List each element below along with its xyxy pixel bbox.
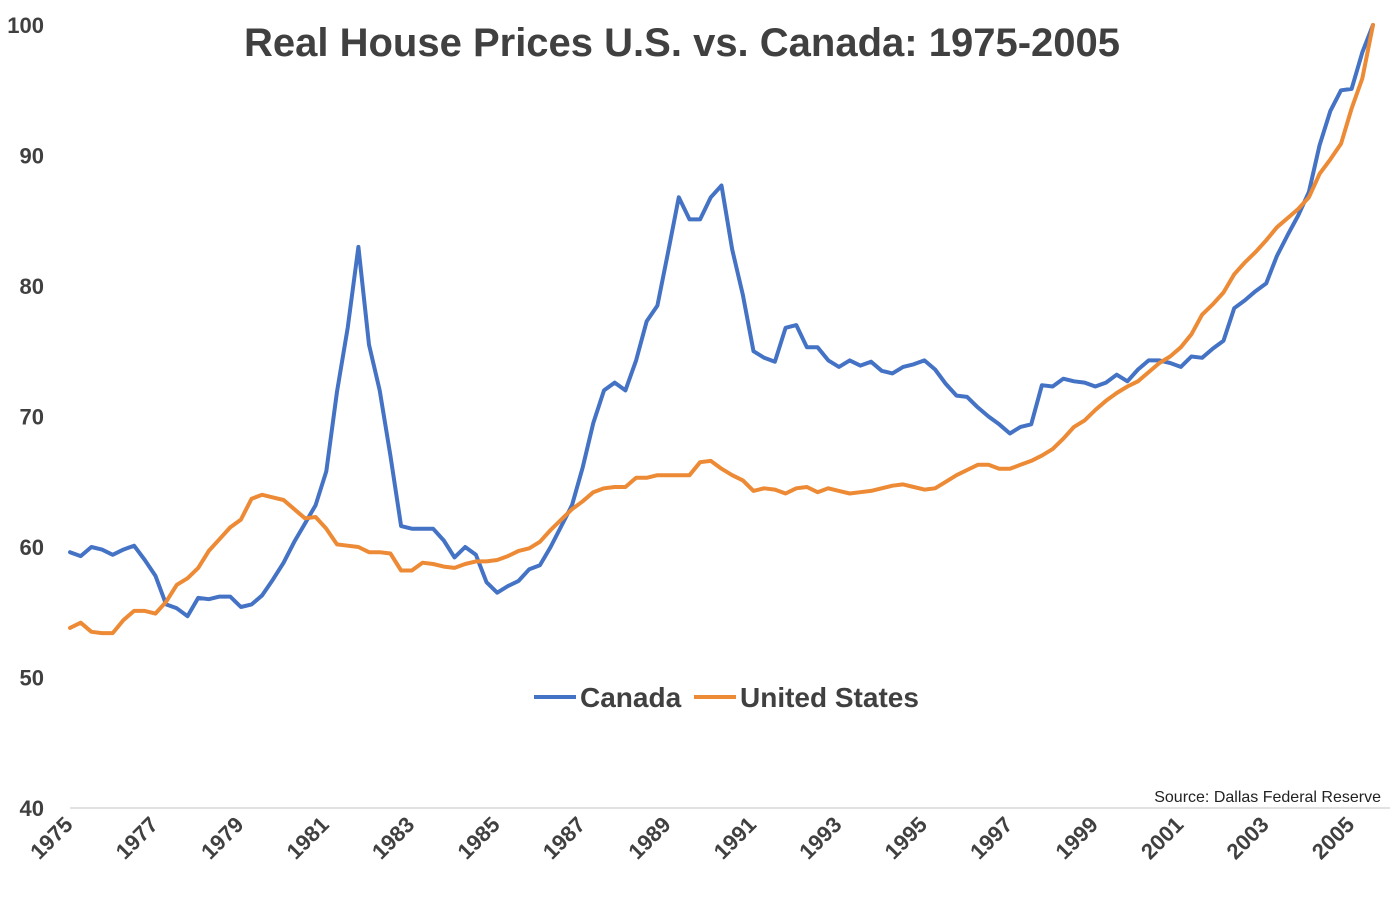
y-tick-label: 50	[20, 666, 44, 691]
y-tick-label: 70	[20, 405, 44, 430]
x-tick-label: 1997	[965, 812, 1017, 864]
x-tick-label: 1979	[196, 812, 248, 864]
x-tick-label: 1987	[538, 812, 590, 864]
x-tick-label: 1995	[880, 812, 932, 864]
x-tick-label: 1981	[282, 812, 334, 864]
y-tick-label: 90	[20, 144, 44, 169]
y-tick-label: 60	[20, 535, 44, 560]
y-tick-label: 40	[20, 796, 44, 821]
x-axis-labels: 1975 1977 1979 1981 1983 1985 1987 1989 1991 1993…	[25, 812, 1359, 864]
x-tick-label: 1999	[1051, 812, 1103, 864]
y-tick-label: 100	[7, 13, 44, 38]
series-line-united-states	[68, 23, 1375, 636]
x-tick-label: 2005	[1307, 812, 1359, 864]
legend-label: Canada	[580, 682, 682, 713]
x-tick-label: 1993	[794, 812, 846, 864]
series-group	[68, 23, 1375, 636]
chart-title: Real House Prices U.S. vs. Canada: 1975-…	[244, 21, 1120, 65]
x-tick-label: 1991	[709, 812, 761, 864]
y-axis-labels: 40 50 60 70 80 90 100	[7, 13, 44, 821]
x-tick-label: 2003	[1221, 812, 1273, 864]
source-note: Source: Dallas Federal Reserve	[1154, 789, 1381, 806]
x-tick-label: 1989	[623, 812, 675, 864]
x-tick-label: 1977	[111, 812, 163, 864]
legend: Canada United States	[534, 682, 919, 713]
legend-label: United States	[740, 682, 919, 713]
y-tick-label: 80	[20, 274, 44, 299]
series-line-canada	[68, 23, 1375, 619]
x-tick-label: 1985	[452, 812, 504, 864]
x-tick-label: 1983	[367, 812, 419, 864]
x-tick-label: 2001	[1136, 812, 1188, 864]
